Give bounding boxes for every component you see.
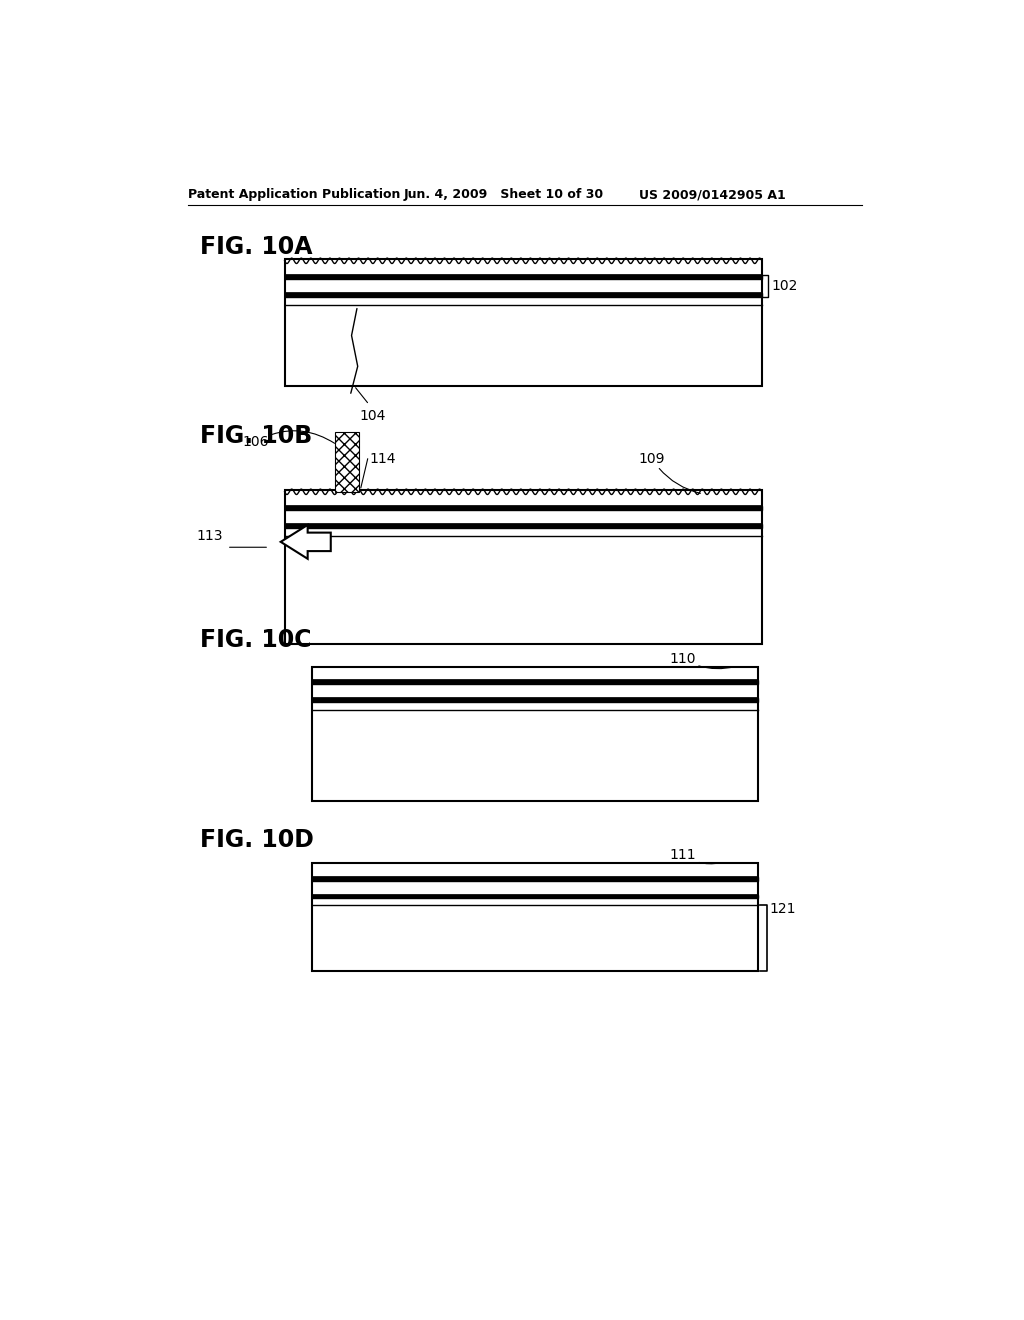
Text: FIG. 10A: FIG. 10A bbox=[200, 235, 312, 260]
Bar bbox=[311, 863, 758, 970]
Polygon shape bbox=[281, 525, 331, 558]
Bar bbox=[285, 490, 762, 644]
Bar bbox=[285, 490, 762, 507]
Text: 111: 111 bbox=[670, 849, 720, 863]
Bar bbox=[285, 528, 762, 536]
Bar bbox=[285, 276, 762, 280]
Bar bbox=[285, 305, 762, 385]
Text: 113: 113 bbox=[197, 529, 223, 543]
Text: 109: 109 bbox=[639, 451, 700, 494]
Bar bbox=[311, 899, 758, 904]
Bar bbox=[285, 536, 762, 644]
Bar bbox=[285, 511, 762, 524]
Bar bbox=[311, 684, 758, 698]
Bar bbox=[311, 863, 758, 876]
Bar bbox=[285, 297, 762, 305]
Bar bbox=[311, 904, 758, 970]
Bar bbox=[311, 698, 758, 702]
Bar bbox=[311, 710, 758, 801]
Bar bbox=[285, 280, 762, 293]
Bar bbox=[335, 432, 359, 492]
Bar bbox=[285, 293, 762, 297]
Bar bbox=[311, 702, 758, 710]
Bar bbox=[285, 524, 762, 528]
Text: 110: 110 bbox=[670, 652, 735, 669]
Text: FIG. 10C: FIG. 10C bbox=[200, 628, 311, 652]
Text: Jun. 4, 2009   Sheet 10 of 30: Jun. 4, 2009 Sheet 10 of 30 bbox=[403, 187, 604, 201]
Bar bbox=[285, 259, 762, 385]
Text: 114: 114 bbox=[370, 451, 395, 466]
Text: FIG. 10D: FIG. 10D bbox=[200, 829, 313, 853]
Bar bbox=[311, 876, 758, 880]
Text: 121: 121 bbox=[770, 902, 797, 916]
Bar bbox=[311, 667, 758, 681]
Bar bbox=[285, 259, 762, 276]
Text: FIG. 10B: FIG. 10B bbox=[200, 424, 312, 447]
Text: 104: 104 bbox=[359, 409, 386, 422]
Bar bbox=[285, 507, 762, 511]
Text: 106: 106 bbox=[243, 430, 335, 449]
Bar bbox=[311, 895, 758, 899]
Bar bbox=[311, 667, 758, 801]
Bar bbox=[311, 681, 758, 684]
Text: US 2009/0142905 A1: US 2009/0142905 A1 bbox=[639, 187, 785, 201]
Bar bbox=[311, 880, 758, 895]
Text: 102: 102 bbox=[771, 280, 798, 293]
Text: Patent Application Publication: Patent Application Publication bbox=[188, 187, 400, 201]
